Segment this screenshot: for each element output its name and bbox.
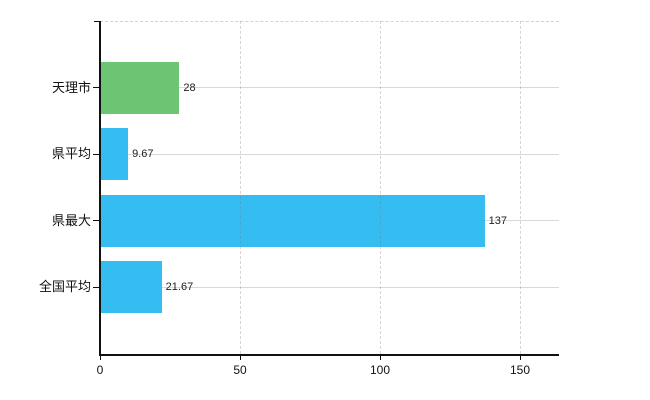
- x-tick-label: 100: [369, 363, 391, 377]
- bar-value-label: 21.67: [165, 281, 194, 294]
- bar-value-label: 28: [183, 81, 196, 94]
- category-label: 全国平均: [38, 279, 91, 295]
- bar: [101, 261, 162, 314]
- vertical-gridline: [240, 21, 241, 354]
- x-tick-label: 50: [233, 363, 247, 377]
- x-tick-mark: [520, 354, 521, 360]
- x-tick-mark: [100, 354, 101, 360]
- top-boundary-line: [100, 21, 559, 22]
- bar-value-label: 9.67: [132, 148, 154, 161]
- horizontal-gridline: [100, 286, 559, 288]
- y-tick-mark: [93, 87, 100, 89]
- bar: [101, 128, 129, 181]
- vertical-gridline: [380, 21, 381, 354]
- vertical-gridline: [520, 21, 521, 354]
- y-axis-top-tick: [94, 21, 100, 22]
- y-tick-mark: [93, 220, 100, 222]
- x-tick-label: 150: [509, 363, 531, 377]
- x-tick-mark: [380, 354, 381, 360]
- horizontal-gridline: [100, 153, 559, 155]
- x-axis-line: [99, 354, 559, 356]
- horizontal-gridline: [100, 87, 559, 89]
- bar: [101, 61, 180, 114]
- y-tick-mark: [93, 286, 100, 288]
- bar: [101, 194, 485, 247]
- x-tick-label: 0: [96, 363, 104, 377]
- y-tick-mark: [93, 153, 100, 155]
- y-axis-line: [99, 21, 101, 355]
- category-label: 県平均: [51, 146, 91, 162]
- category-label: 県最大: [51, 212, 91, 228]
- bar-value-label: 137: [488, 214, 507, 227]
- category-label: 天理市: [51, 79, 91, 95]
- x-tick-mark: [240, 354, 241, 360]
